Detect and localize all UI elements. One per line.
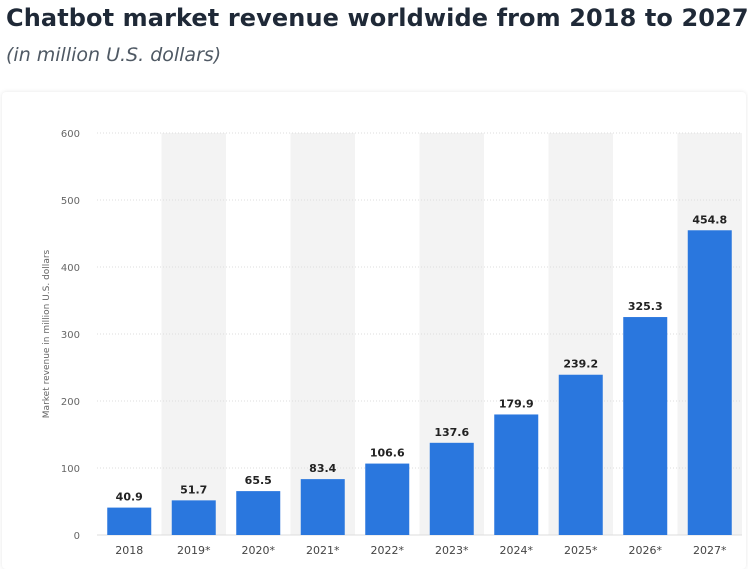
y-axis-ticks: 0 100 200 300 400 500 600 xyxy=(61,129,80,542)
y-tick-label-300: 300 xyxy=(61,330,80,341)
y-tick-label-100: 100 xyxy=(61,464,80,475)
data-label-2023*: 137.6 xyxy=(434,426,469,439)
bar-2026* xyxy=(623,317,668,535)
x-axis-ticks: 2018 2019* 2020* 2021* 2022* 2023* 2024* 2025* 2… xyxy=(115,544,727,557)
x-tick-label-2022*: 2022* xyxy=(371,544,405,557)
y-axis-title: Market revenue in million U.S. dollars xyxy=(42,249,52,418)
bar-2022* xyxy=(365,463,410,535)
x-tick-label-2025*: 2025* xyxy=(564,544,598,557)
bars xyxy=(107,230,732,535)
bar-2023* xyxy=(429,442,474,535)
data-label-2026*: 325.3 xyxy=(628,300,663,313)
chart-title: Chatbot market revenue worldwide from 20… xyxy=(6,4,748,32)
data-label-2027*: 454.8 xyxy=(692,213,727,226)
data-label-2020*: 65.5 xyxy=(245,474,272,487)
chart-panel: 0 100 200 300 400 500 600 40.9 51.7 65.5 83.4 106.… xyxy=(2,92,746,569)
bar-2019* xyxy=(171,500,216,535)
x-tick-label-2019*: 2019* xyxy=(177,544,211,557)
data-labels: 40.9 51.7 65.5 83.4 106.6 137.6 179.9 239.2 325.… xyxy=(116,213,727,503)
y-tick-label-600: 600 xyxy=(61,129,80,140)
data-label-2025*: 239.2 xyxy=(563,358,598,371)
data-label-2019*: 51.7 xyxy=(180,483,207,496)
chart-subtitle: (in million U.S. dollars) xyxy=(6,44,222,66)
y-tick-label-400: 400 xyxy=(61,263,80,274)
x-tick-label-2020*: 2020* xyxy=(242,544,276,557)
bar-chart: 0 100 200 300 400 500 600 40.9 51.7 65.5 83.4 106.… xyxy=(42,129,742,557)
bar-2024* xyxy=(494,414,539,535)
y-tick-label-0: 0 xyxy=(74,531,80,542)
x-tick-label-2023*: 2023* xyxy=(435,544,469,557)
data-label-2022*: 106.6 xyxy=(370,447,405,460)
x-tick-label-2018: 2018 xyxy=(115,544,143,557)
data-label-2018: 40.9 xyxy=(116,491,143,504)
data-label-2021*: 83.4 xyxy=(309,462,336,475)
x-tick-label-2024*: 2024* xyxy=(500,544,534,557)
y-tick-label-200: 200 xyxy=(61,397,80,408)
y-tick-label-500: 500 xyxy=(61,196,80,207)
data-label-2024*: 179.9 xyxy=(499,397,534,410)
bar-2025* xyxy=(558,374,603,535)
x-tick-label-2021*: 2021* xyxy=(306,544,340,557)
x-tick-label-2027*: 2027* xyxy=(693,544,727,557)
bar-2020* xyxy=(236,491,281,535)
bar-2018 xyxy=(107,507,152,535)
bar-2027* xyxy=(687,230,732,535)
bar-2021* xyxy=(300,479,345,535)
x-tick-label-2026*: 2026* xyxy=(629,544,663,557)
